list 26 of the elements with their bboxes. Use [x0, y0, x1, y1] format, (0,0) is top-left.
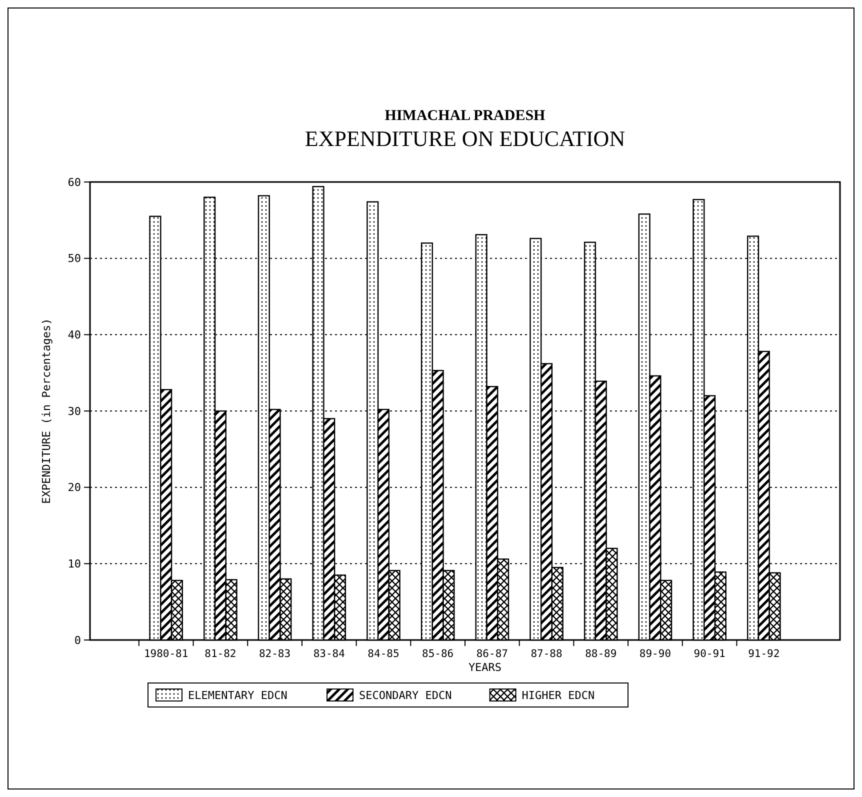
legend-label: HIGHER EDCN — [522, 688, 595, 702]
x-tick-label: 88-89 — [585, 648, 617, 660]
x-tick-label: 90-91 — [694, 648, 726, 660]
x-tick-label: 84-85 — [368, 648, 400, 660]
x-tick-label: 81-82 — [204, 648, 236, 660]
x-tick-label: 86-87 — [476, 648, 508, 660]
x-tick-label: 89-90 — [639, 648, 672, 660]
y-axis-title: EXPENDITURE (in Percentages) — [40, 318, 53, 504]
chart-title: HIMACHAL PRADESH — [384, 108, 546, 124]
y-tick-label: 50 — [68, 252, 81, 266]
y-tick-label: 30 — [68, 404, 81, 418]
legend-label: SECONDARY EDCN — [359, 688, 452, 702]
y-tick-label: 10 — [68, 558, 81, 571]
x-tick-label: 91-92 — [748, 648, 780, 660]
x-axis-title: YEARS — [468, 661, 502, 674]
y-tick-label: 60 — [68, 176, 81, 189]
y-tick-label: 20 — [68, 481, 81, 494]
y-tick-label: 40 — [68, 328, 81, 342]
x-tick-label: 1980-81 — [144, 648, 188, 660]
x-tick-label: 83-84 — [313, 648, 345, 660]
x-tick-label: 82-83 — [258, 648, 291, 660]
x-tick-label: 87-88 — [530, 648, 562, 660]
legend-label: ELEMENTARY EDCN — [188, 688, 288, 702]
chart-subtitle: EXPENDITURE ON EDUCATION — [304, 126, 626, 151]
x-tick-label: 85-86 — [422, 648, 454, 660]
y-tick-label: 0 — [74, 634, 81, 647]
